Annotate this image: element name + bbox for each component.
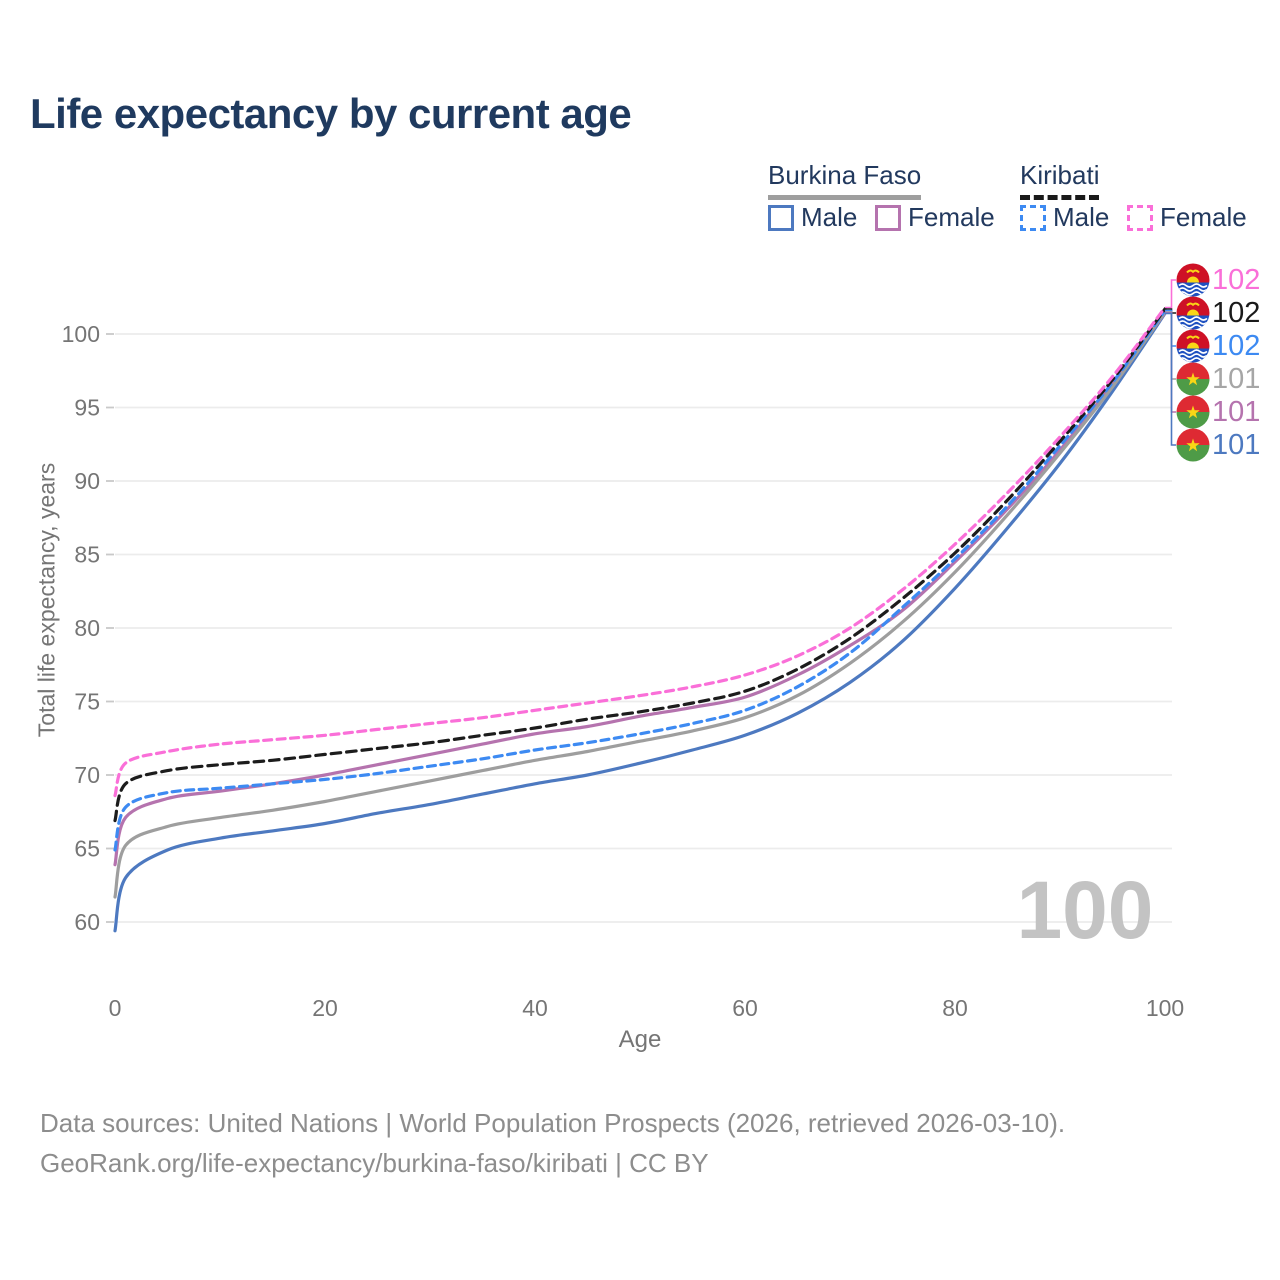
- legend-item-burkina-faso-female[interactable]: Female: [875, 202, 995, 233]
- end-value-label-burkina-faso-female: 101: [1212, 396, 1260, 428]
- legend-item-kiribati-male[interactable]: Male: [1020, 202, 1109, 233]
- legend-item-burkina-faso-male[interactable]: Male: [768, 202, 857, 233]
- end-connector-burkina-faso-female: [1165, 311, 1176, 413]
- end-value-label-kiribati-female: 102: [1212, 264, 1260, 296]
- footer-attribution: GeoRank.org/life-expectancy/burkina-faso…: [40, 1148, 709, 1178]
- legend-group-kiribati-label: Kiribati: [1020, 160, 1100, 190]
- burkina-faso-female-swatch-icon: [875, 204, 901, 231]
- x-tick-label: 0: [109, 995, 122, 1021]
- x-tick-label: 80: [942, 995, 968, 1021]
- series-line-burkina-faso-male[interactable]: [113, 311, 1167, 933]
- y-tick-label: 60: [74, 909, 100, 935]
- legend-group-burkina-faso[interactable]: Burkina Faso: [768, 160, 922, 200]
- kiribati-male-swatch-icon: [1020, 204, 1046, 231]
- legend-item-kiribati-female[interactable]: Female: [1127, 202, 1247, 233]
- x-tick-label: 40: [522, 995, 548, 1021]
- burkina-faso-flag-icon: [1176, 395, 1210, 429]
- footer-data-sources: Data sources: United Nations | World Pop…: [40, 1108, 1066, 1138]
- kiribati-flag-icon: [1176, 263, 1210, 297]
- y-tick-label: 90: [74, 468, 100, 494]
- legend-group-kiribati[interactable]: Kiribati: [1020, 160, 1100, 200]
- y-tick-label: 75: [74, 689, 100, 715]
- x-tick-label: 100: [1146, 995, 1184, 1021]
- legend-item-label: Male: [801, 202, 858, 232]
- legend-item-label: Female: [1160, 202, 1247, 232]
- y-tick-label: 100: [62, 321, 100, 347]
- burkina-faso-flag-icon: [1176, 428, 1210, 462]
- series-line-kiribati-both[interactable]: [113, 307, 1167, 823]
- x-tick-label: 20: [312, 995, 338, 1021]
- legend-item-label: Male: [1053, 202, 1110, 232]
- x-tick-label: 60: [732, 995, 758, 1021]
- kiribati-flag-icon: [1176, 296, 1210, 330]
- end-connector-kiribati-male: [1165, 309, 1176, 347]
- legend-item-label: Female: [908, 202, 995, 232]
- kiribati-female-swatch-icon: [1127, 204, 1153, 231]
- end-value-label-kiribati-male: 102: [1212, 330, 1260, 362]
- end-value-label-burkina-faso-male: 101: [1212, 429, 1260, 461]
- end-connector-kiribati-female: [1165, 279, 1176, 309]
- x-axis-title: Age: [618, 1026, 662, 1053]
- y-tick-label: 85: [74, 542, 100, 568]
- end-value-label-burkina-faso-both: 101: [1212, 363, 1260, 395]
- legend-group-burkina-faso-label: Burkina Faso: [768, 160, 922, 190]
- y-tick-label: 80: [74, 615, 100, 641]
- watermark-age-label: 100: [1017, 865, 1154, 956]
- series-line-kiribati-male[interactable]: [113, 308, 1167, 852]
- kiribati-flag-icon: [1176, 329, 1210, 363]
- series-line-burkina-faso-female[interactable]: [113, 311, 1167, 867]
- series-line-kiribati-female[interactable]: [113, 305, 1167, 798]
- series-line-burkina-faso-both[interactable]: [113, 310, 1167, 899]
- page-title: Life expectancy by current age: [30, 90, 632, 137]
- y-tick-label: 70: [74, 762, 100, 788]
- burkina-faso-male-swatch-icon: [768, 204, 794, 231]
- end-connector-burkina-faso-male: [1165, 312, 1176, 446]
- burkina-faso-flag-icon: [1176, 362, 1210, 396]
- end-value-label-kiribati-both: 102: [1212, 297, 1260, 329]
- y-tick-label: 95: [74, 395, 100, 421]
- y-tick-label: 65: [74, 836, 100, 862]
